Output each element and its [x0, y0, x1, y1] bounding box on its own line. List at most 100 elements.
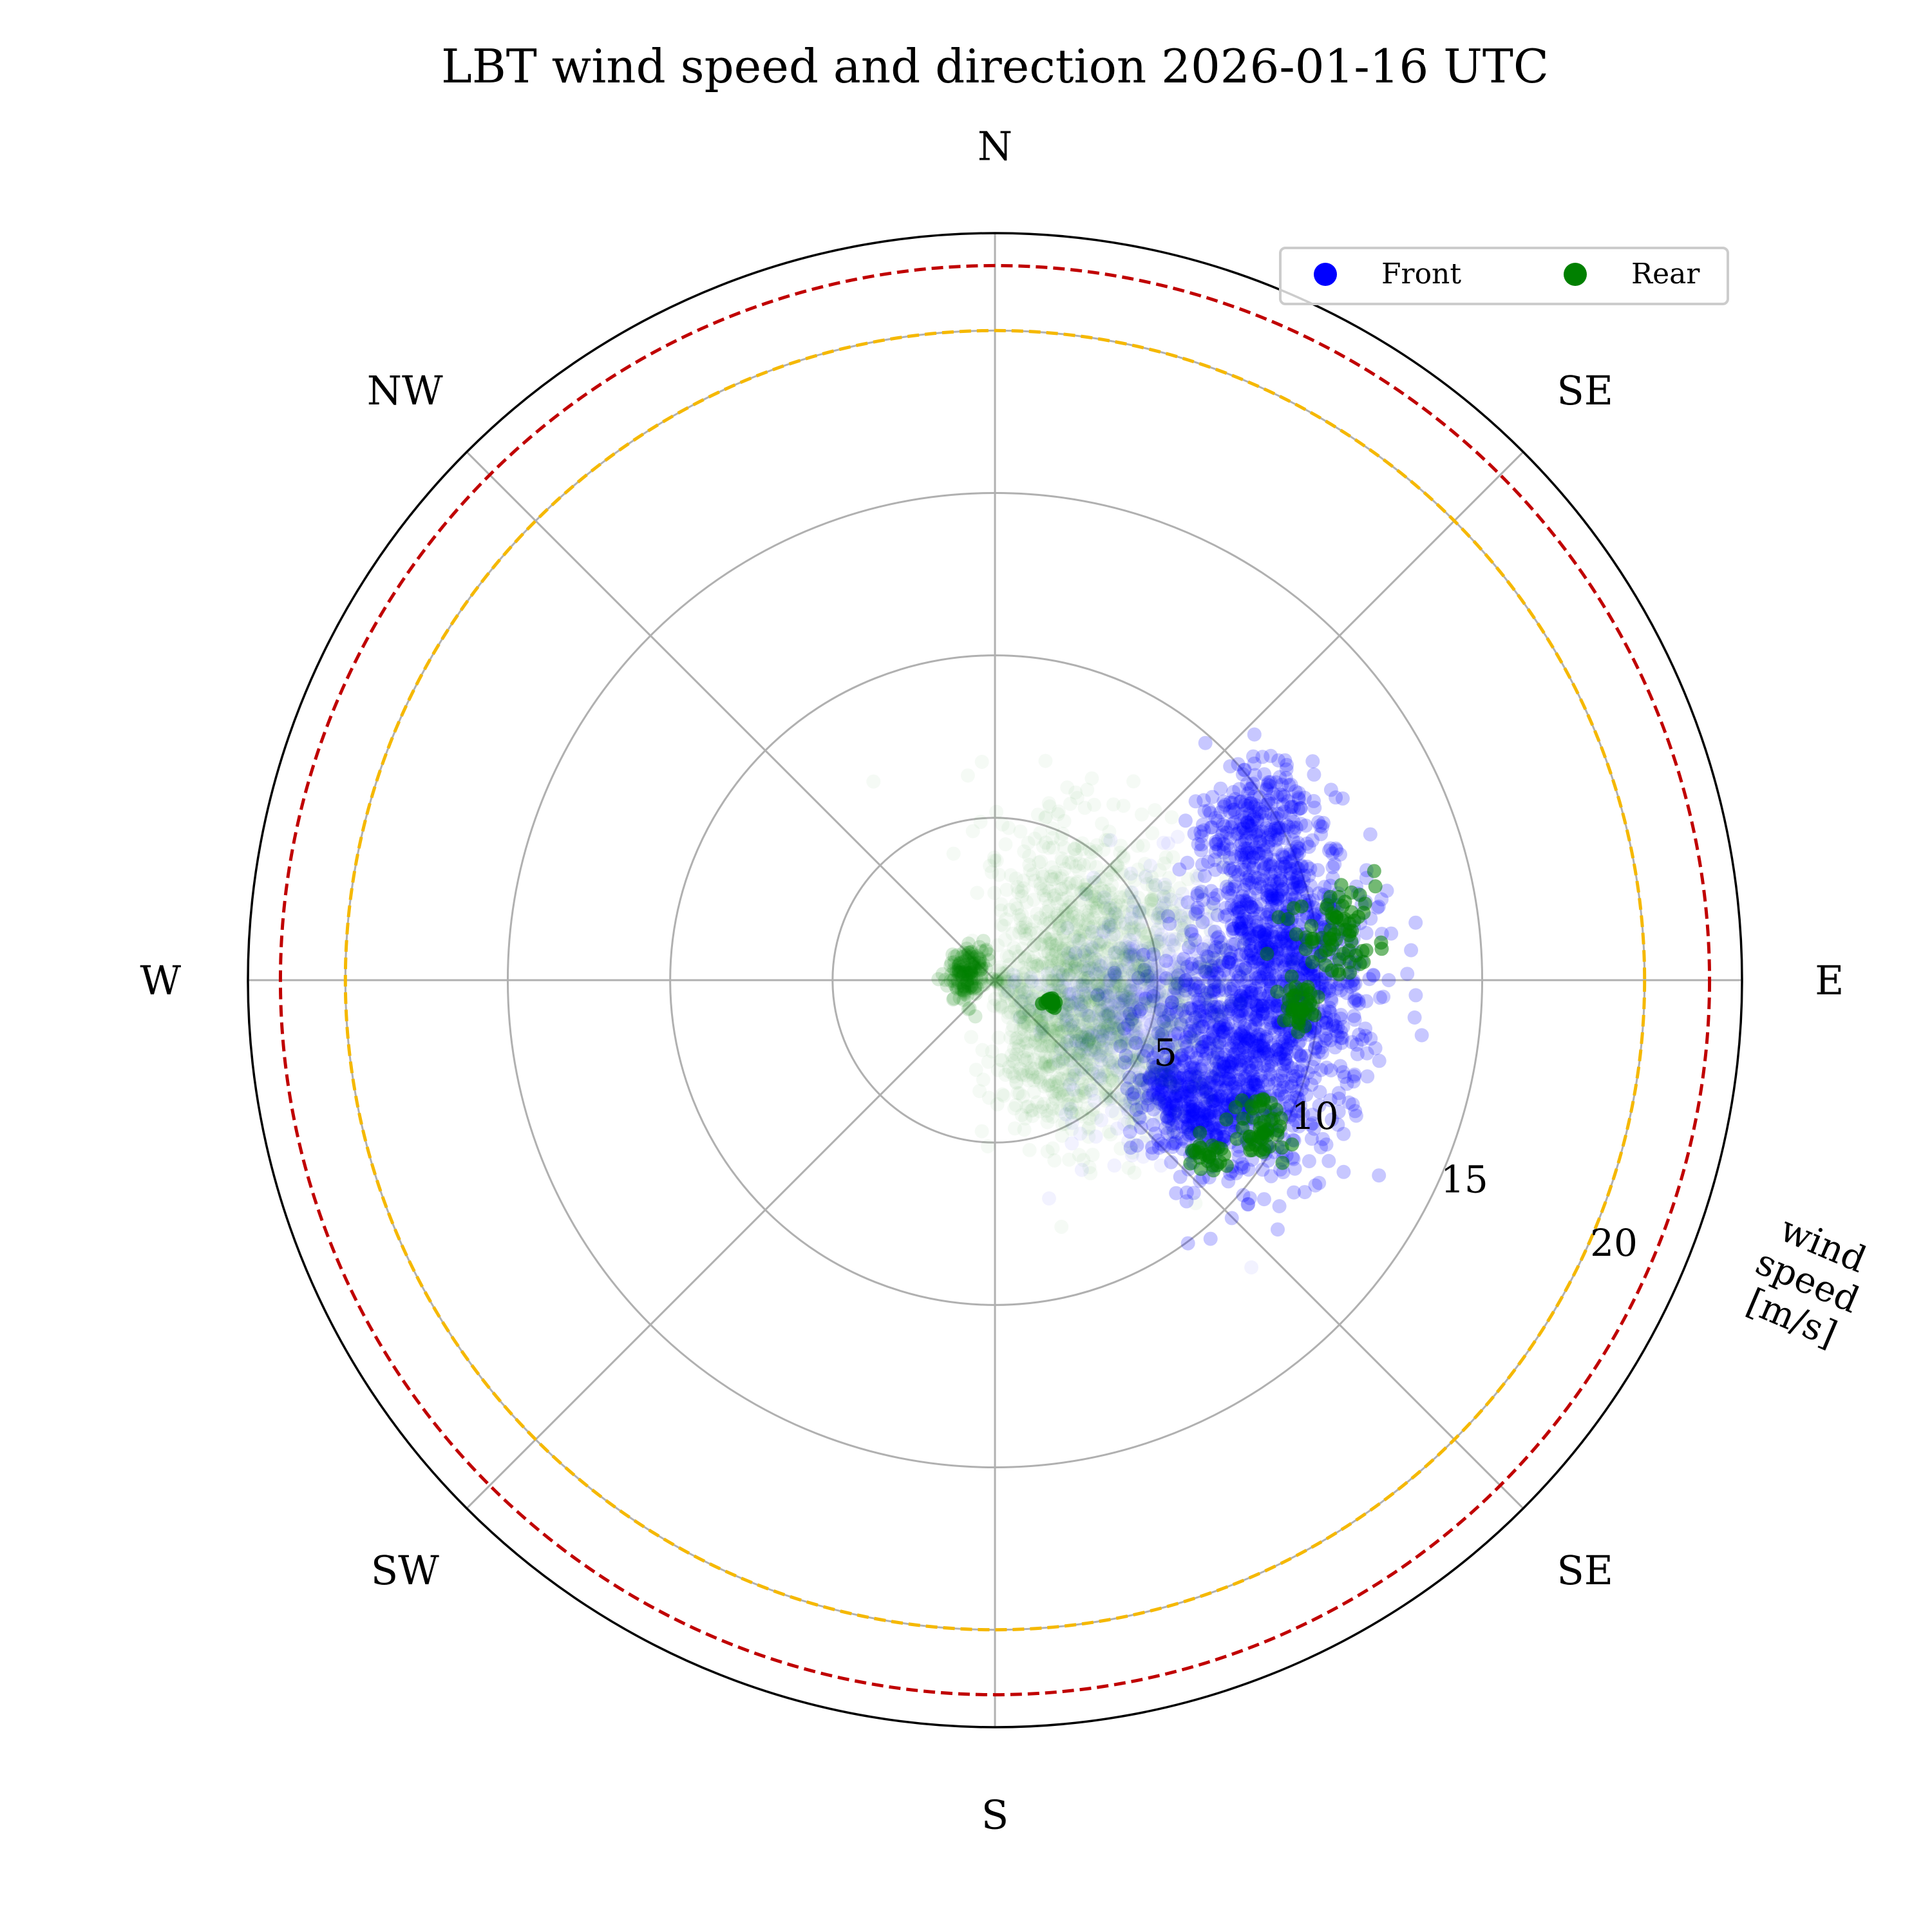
- point-front: [1251, 1003, 1265, 1018]
- point-rear: [1060, 953, 1075, 968]
- point-front: [1173, 1089, 1188, 1104]
- point-rear: [1219, 872, 1234, 887]
- point-front: [1242, 914, 1256, 929]
- point-front: [1172, 1071, 1187, 1086]
- point-front: [1184, 927, 1199, 942]
- point-front: [1330, 981, 1344, 996]
- point-front: [1218, 1033, 1232, 1047]
- point-front: [1193, 1014, 1208, 1028]
- point-front: [1146, 989, 1160, 1003]
- point-front: [1197, 869, 1212, 884]
- point-front: [1254, 971, 1269, 985]
- point-front: [1278, 1036, 1293, 1050]
- point-front: [1329, 841, 1343, 856]
- point-front: [1224, 1002, 1238, 1016]
- point-front: [1209, 940, 1224, 954]
- point-front: [1258, 925, 1272, 940]
- point-front: [1233, 922, 1247, 936]
- point-front: [1244, 953, 1258, 968]
- point-rear: [1153, 1108, 1168, 1123]
- point-front: [1294, 1063, 1309, 1078]
- point-front: [1224, 918, 1239, 933]
- point-front: [1244, 985, 1258, 1000]
- point-rear: [1063, 797, 1077, 811]
- point-front: [1231, 958, 1245, 973]
- point-front: [1260, 1050, 1274, 1065]
- point-rear: [1236, 965, 1251, 980]
- point-front: [1308, 1041, 1323, 1056]
- point-front: [1235, 1059, 1249, 1074]
- point-front: [1198, 735, 1213, 750]
- point-front: [1214, 1050, 1229, 1065]
- point-front: [1220, 1088, 1235, 1103]
- point-front: [1255, 999, 1270, 1014]
- point-rear: [970, 886, 985, 900]
- point-rear: [1059, 880, 1074, 895]
- legend-front-marker: [1314, 263, 1337, 286]
- point-front: [1241, 949, 1256, 963]
- point-front: [1268, 865, 1283, 880]
- point-rear: [1182, 904, 1197, 919]
- radial-tick-label-10: 10: [1291, 1094, 1339, 1138]
- point-front: [1323, 878, 1338, 893]
- point-front: [1307, 793, 1321, 808]
- point-front: [1319, 1010, 1334, 1025]
- point-front: [1206, 1018, 1221, 1033]
- point-front: [1256, 927, 1271, 942]
- point-front: [1155, 1027, 1169, 1042]
- point-front: [1243, 1007, 1258, 1021]
- point-front: [1249, 918, 1264, 933]
- point-front: [1249, 1009, 1264, 1023]
- point-front: [1372, 1168, 1387, 1183]
- point-front: [1328, 1040, 1343, 1055]
- point-rear: [1218, 977, 1233, 992]
- point-front: [1231, 1032, 1245, 1046]
- point-rear: [1256, 1126, 1271, 1141]
- point-rear: [1233, 995, 1247, 1010]
- point-front: [1248, 1012, 1263, 1027]
- point-front: [1179, 1009, 1193, 1024]
- point-front: [1270, 958, 1284, 972]
- point-front: [1231, 1054, 1246, 1068]
- point-front: [1258, 922, 1273, 937]
- point-rear: [1109, 973, 1124, 988]
- point-front: [1314, 972, 1329, 987]
- point-rear: [990, 1063, 1005, 1077]
- point-front: [1142, 1070, 1157, 1084]
- point-front: [1239, 945, 1254, 960]
- point-front: [1242, 855, 1257, 869]
- point-front: [1247, 859, 1262, 874]
- point-front: [1227, 1032, 1242, 1046]
- radial-tick-label-15: 15: [1441, 1157, 1488, 1201]
- point-front: [1248, 966, 1263, 981]
- point-front: [1279, 1046, 1294, 1061]
- point-front: [1235, 889, 1250, 904]
- point-front: [1184, 1030, 1198, 1044]
- angular-gridline-315: [466, 451, 996, 981]
- point-front: [1252, 923, 1267, 938]
- point-front: [1133, 1073, 1147, 1087]
- point-front: [1246, 955, 1260, 970]
- point-rear: [1126, 1136, 1141, 1151]
- point-front: [1244, 899, 1258, 914]
- point-front: [1203, 993, 1218, 1008]
- point-front: [1232, 948, 1247, 963]
- point-front: [1247, 911, 1261, 925]
- point-front: [1273, 871, 1287, 886]
- point-rear: [1078, 878, 1093, 893]
- point-rear: [1135, 1072, 1150, 1087]
- point-front: [1230, 1008, 1245, 1023]
- point-front: [1206, 963, 1221, 978]
- point-front: [1300, 1065, 1315, 1080]
- point-rear: [1018, 931, 1033, 946]
- point-front: [1196, 893, 1211, 907]
- point-front: [1302, 839, 1316, 854]
- point-front: [1267, 969, 1282, 983]
- point-rear: [1043, 991, 1057, 1006]
- point-front: [1231, 1004, 1245, 1019]
- point-front: [1215, 1024, 1229, 1039]
- point-rear: [1198, 1148, 1213, 1162]
- point-front: [1245, 875, 1259, 890]
- point-front: [1307, 1121, 1321, 1136]
- point-front: [1303, 967, 1318, 982]
